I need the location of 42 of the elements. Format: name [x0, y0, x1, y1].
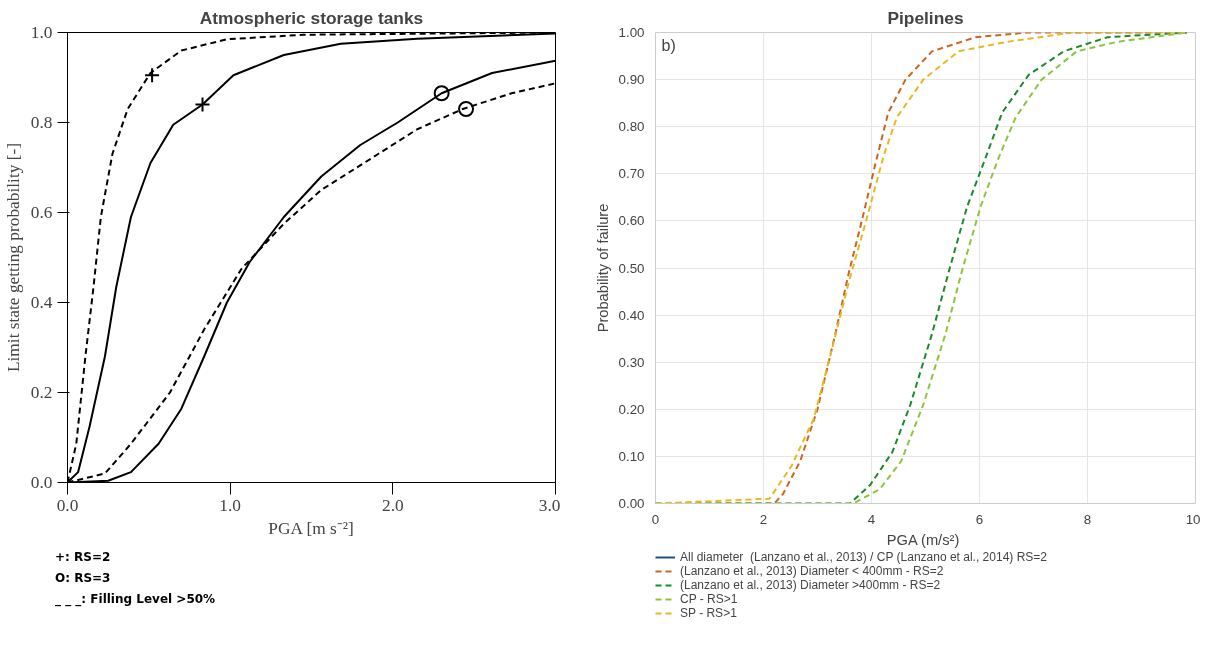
x-tick-label: 4 — [867, 511, 876, 527]
legend-label: SP - RS>1 — [680, 606, 737, 620]
y-tick-label: 0.90 — [618, 72, 645, 88]
chart-title: Atmospheric storage tanks — [199, 7, 424, 28]
y-tick-label: 0.00 — [618, 496, 645, 511]
chart-title: Pipelines — [887, 7, 964, 28]
y-tick-label: 0.30 — [618, 354, 645, 370]
y-tick-label: 1.00 — [618, 25, 645, 40]
y-tick-label: 0.6 — [30, 203, 53, 222]
annotation: b) — [661, 36, 676, 54]
x-axis-title: PGA (m/s²) — [886, 531, 960, 548]
x-tick-label: 6 — [975, 511, 984, 527]
legend-label: All diameter (Lanzano et al., 2013) / CP (Lanzano et al., 2014) RS=2 — [680, 550, 1047, 564]
legend-label: (Lanzano et al., 2013) Diameter < 400mm - RS=2 — [680, 564, 944, 578]
x-tick-label: 1.0 — [219, 495, 242, 515]
y-tick-label: 1.0 — [30, 23, 53, 42]
x-tick-label: 8 — [1083, 511, 1092, 527]
y-tick-label: 0.4 — [30, 293, 53, 312]
y-tick-label: 0.40 — [618, 307, 645, 323]
y-tick-label: 0.2 — [30, 383, 53, 402]
legend-label: (Lanzano et al., 2013) Diameter >400mm - RS=2 — [680, 578, 941, 592]
x-tick-label: 2.0 — [382, 495, 404, 515]
x-tick-label: 3.0 — [538, 495, 561, 515]
y-tick-label: 0.0 — [30, 473, 53, 492]
y-tick-label: 0.10 — [618, 448, 645, 464]
x-tick-label: 2 — [759, 511, 768, 527]
x-tick-label: 0 — [651, 511, 660, 527]
text: _ _ _: Filling Level >50% — [55, 591, 216, 609]
y-tick-label: 0.8 — [30, 113, 53, 132]
text: O: RS=3 — [55, 570, 112, 588]
y-tick-label: 0.20 — [618, 401, 645, 417]
text: +: RS=2 — [55, 549, 112, 566]
y-tick-label: 0.80 — [618, 119, 645, 135]
y-tick-label: 0.70 — [618, 166, 645, 182]
y-axis-title: Limit state getting probability [-] — [3, 142, 23, 373]
x-tick-label: 10 — [1185, 511, 1201, 527]
y-tick-label: 0.50 — [618, 260, 645, 276]
legend-label: CP - RS>1 — [680, 592, 738, 606]
x-tick-label: 0.0 — [56, 495, 79, 515]
x-axis-title: PGA [m s⁻²] — [268, 518, 354, 538]
y-tick-label: 0.60 — [618, 213, 645, 229]
y-axis-title: Probability of failure — [594, 203, 611, 333]
